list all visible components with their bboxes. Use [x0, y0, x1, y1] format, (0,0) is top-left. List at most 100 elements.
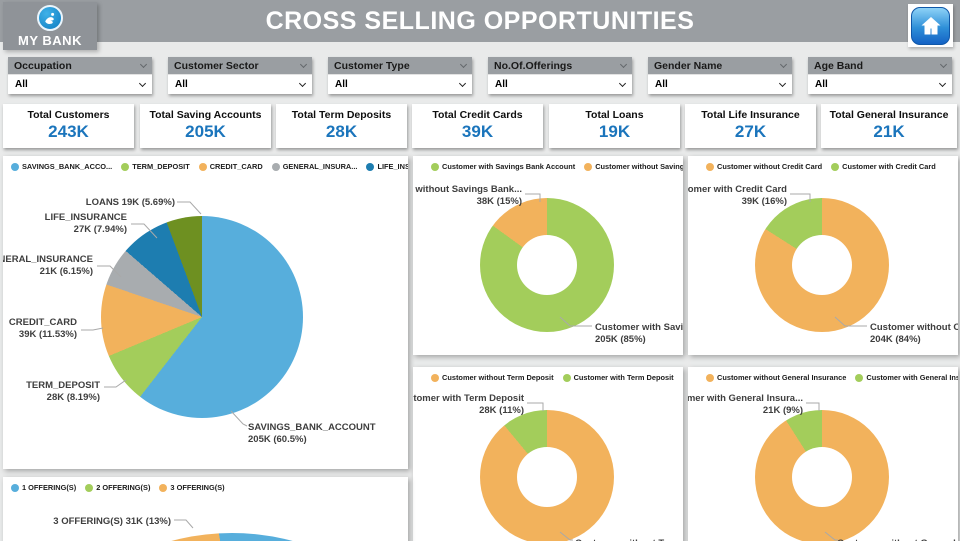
kpi-total-customers: Total Customers 243K [3, 104, 134, 148]
slicer-label: No.Of.Offerings [494, 59, 573, 72]
chart-legend: Customer without Credit Card Customer wi… [706, 162, 936, 171]
legend-item: TERM_DEPOSIT [121, 162, 190, 171]
kpi-total-saving-accounts: Total Saving Accounts 205K [140, 104, 271, 148]
legend-dot [198, 162, 207, 171]
slicer-value: All [495, 79, 508, 90]
home-button[interactable] [908, 4, 953, 47]
slicer-value: All [655, 79, 668, 90]
slicer-dropdown[interactable]: All [168, 74, 312, 94]
slicer-header: Occupation [8, 57, 152, 74]
chevron-down-icon [938, 79, 947, 88]
slicer-label: Occupation [14, 59, 72, 72]
chevron-down-icon [618, 79, 627, 88]
legend-item: Customer with Savings Bank Account [431, 162, 575, 171]
credit-card-chart: Customer without Credit Card Customer wi… [688, 156, 958, 355]
kpi-label: Total Loans [585, 109, 644, 121]
kpi-total-general-insurance: Total General Insurance 21K [821, 104, 957, 148]
legend-dot [706, 373, 714, 382]
slicer-dropdown[interactable]: All [808, 74, 952, 94]
data-label: LOANS 19K (5.69%) [85, 197, 175, 208]
slicer-dropdown[interactable]: All [328, 74, 472, 94]
bank-hand-icon [37, 4, 63, 31]
chevron-down-icon [138, 79, 147, 88]
chevron-down-icon[interactable] [139, 60, 148, 69]
slicer-header: Age Band [808, 57, 952, 74]
chevron-down-icon [458, 79, 467, 88]
kpi-label: Total Credit Cards [432, 109, 523, 121]
kpi-label: Total General Insurance [829, 109, 949, 121]
legend-item: LIFE_INSURANCE [366, 162, 408, 171]
chart-legend: Customer without General Insurance Custo… [706, 373, 958, 382]
slicer-customer-sector: Customer Sector All [168, 57, 312, 94]
kpi-label: Total Life Insurance [701, 109, 800, 121]
slicer-dropdown[interactable]: All [8, 74, 152, 94]
pie-chart[interactable] [97, 533, 367, 541]
data-label: Customer without Term D... [575, 538, 683, 541]
pie-chart[interactable] [101, 216, 303, 418]
legend-dot [584, 162, 593, 171]
slicer-dropdown[interactable]: All [488, 74, 632, 94]
slicer-value: All [815, 79, 828, 90]
legend-item: 1 OFFERING(S) [11, 483, 76, 492]
chevron-down-icon[interactable] [299, 60, 308, 69]
legend-item: Customer without Term Deposit [431, 373, 554, 382]
data-label: TERM_DEPOSIT 28K (8.19%) [26, 380, 100, 403]
data-label: CREDIT_CARD 39K (11.53%) [8, 317, 77, 340]
kpi-label: Total Term Deposits [291, 109, 392, 121]
slicer-label: Gender Name [654, 59, 723, 72]
kpi-total-life-insurance: Total Life Insurance 27K [685, 104, 816, 148]
chevron-down-icon[interactable] [619, 60, 628, 69]
kpi-value: 205K [185, 122, 226, 141]
bank-logo-label: MY BANK [18, 32, 82, 48]
chevron-down-icon [778, 79, 787, 88]
kpi-value: 243K [48, 122, 89, 141]
legend-dot [271, 162, 280, 171]
legend-dot [85, 483, 94, 492]
savings-account-chart: Customer with Savings Bank Account Custo… [413, 156, 683, 355]
chevron-down-icon[interactable] [459, 60, 468, 69]
kpi-label: Total Saving Accounts [149, 109, 262, 121]
chevron-down-icon[interactable] [939, 60, 948, 69]
legend-item: GENERAL_INSURA... [271, 162, 357, 171]
legend-item: Customer without Savings Bank A... [584, 162, 683, 171]
slicer-value: All [175, 79, 188, 90]
slicer-header: No.Of.Offerings [488, 57, 632, 74]
slicer-header: Customer Type [328, 57, 472, 74]
slicer-age-band: Age Band All [808, 57, 952, 94]
data-label: Customer without General Insur... [837, 538, 958, 541]
slicer-label: Age Band [814, 59, 864, 72]
home-icon [911, 6, 950, 45]
slicer-dropdown[interactable]: All [648, 74, 792, 94]
bank-logo: MY BANK [3, 2, 97, 50]
legend-item: 3 OFFERING(S) [159, 483, 225, 492]
legend-item: Customer with Term Deposit [562, 373, 674, 382]
legend-dot [706, 162, 714, 171]
kpi-total-loans: Total Loans 19K [549, 104, 680, 148]
slicer-label: Customer Type [334, 59, 410, 72]
legend-item: CREDIT_CARD [198, 162, 263, 171]
chart-legend: 1 OFFERING(S) 2 OFFERING(S) 3 OFFERING(S… [11, 483, 225, 492]
legend-item: Customer with Credit Card [831, 162, 936, 171]
data-label: Customer with General Insura...21K (9%) [688, 393, 803, 416]
slicer-occupation: Occupation All [8, 57, 152, 94]
kpi-total-term-deposits: Total Term Deposits 28K [276, 104, 407, 148]
slicer-customer-type: Customer Type All [328, 57, 472, 94]
legend-item: SAVINGS_BANK_ACCO... [11, 162, 112, 171]
kpi-value: 39K [461, 122, 494, 141]
chevron-down-icon[interactable] [779, 60, 788, 69]
chart-legend: Customer without Term Deposit Customer w… [431, 373, 674, 382]
data-label: Customer without Credit ...204K (84%) [870, 322, 958, 345]
data-label: LIFE_INSURANCE 27K (7.94%) [44, 212, 127, 235]
data-label: Customer without Savings Bank...38K (15%… [413, 184, 522, 207]
term-deposit-chart: Customer without Term Deposit Customer w… [413, 367, 683, 541]
donut-hole [517, 235, 577, 295]
product-holdings-chart: SAVINGS_BANK_ACCO... TERM_DEPOSIT CREDIT… [3, 156, 408, 469]
legend-dot [831, 162, 840, 171]
legend-dot [159, 483, 168, 492]
general-insurance-chart: Customer without General Insurance Custo… [688, 367, 958, 541]
legend-dot [11, 162, 19, 171]
